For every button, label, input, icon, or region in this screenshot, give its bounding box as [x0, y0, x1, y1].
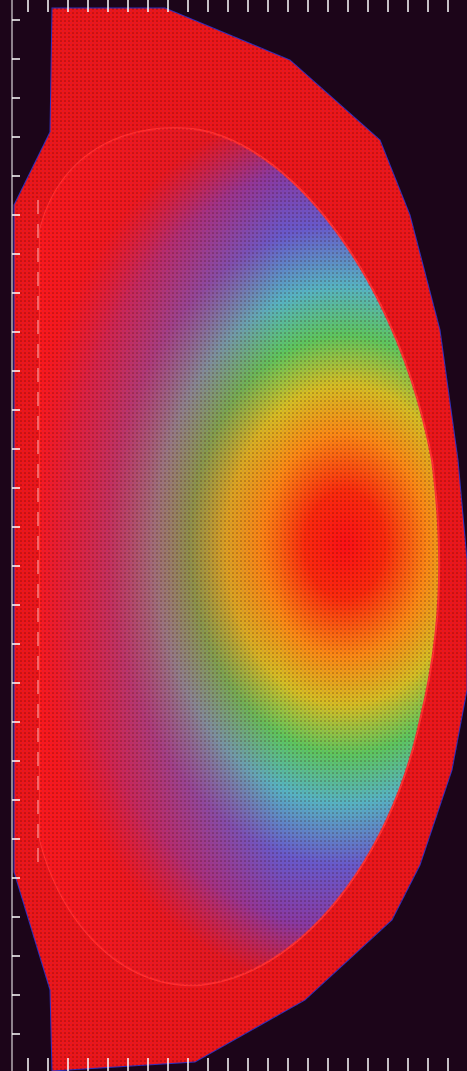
- core-mesh-texture: [40, 128, 440, 986]
- frame-ticks: [11, 0, 449, 1071]
